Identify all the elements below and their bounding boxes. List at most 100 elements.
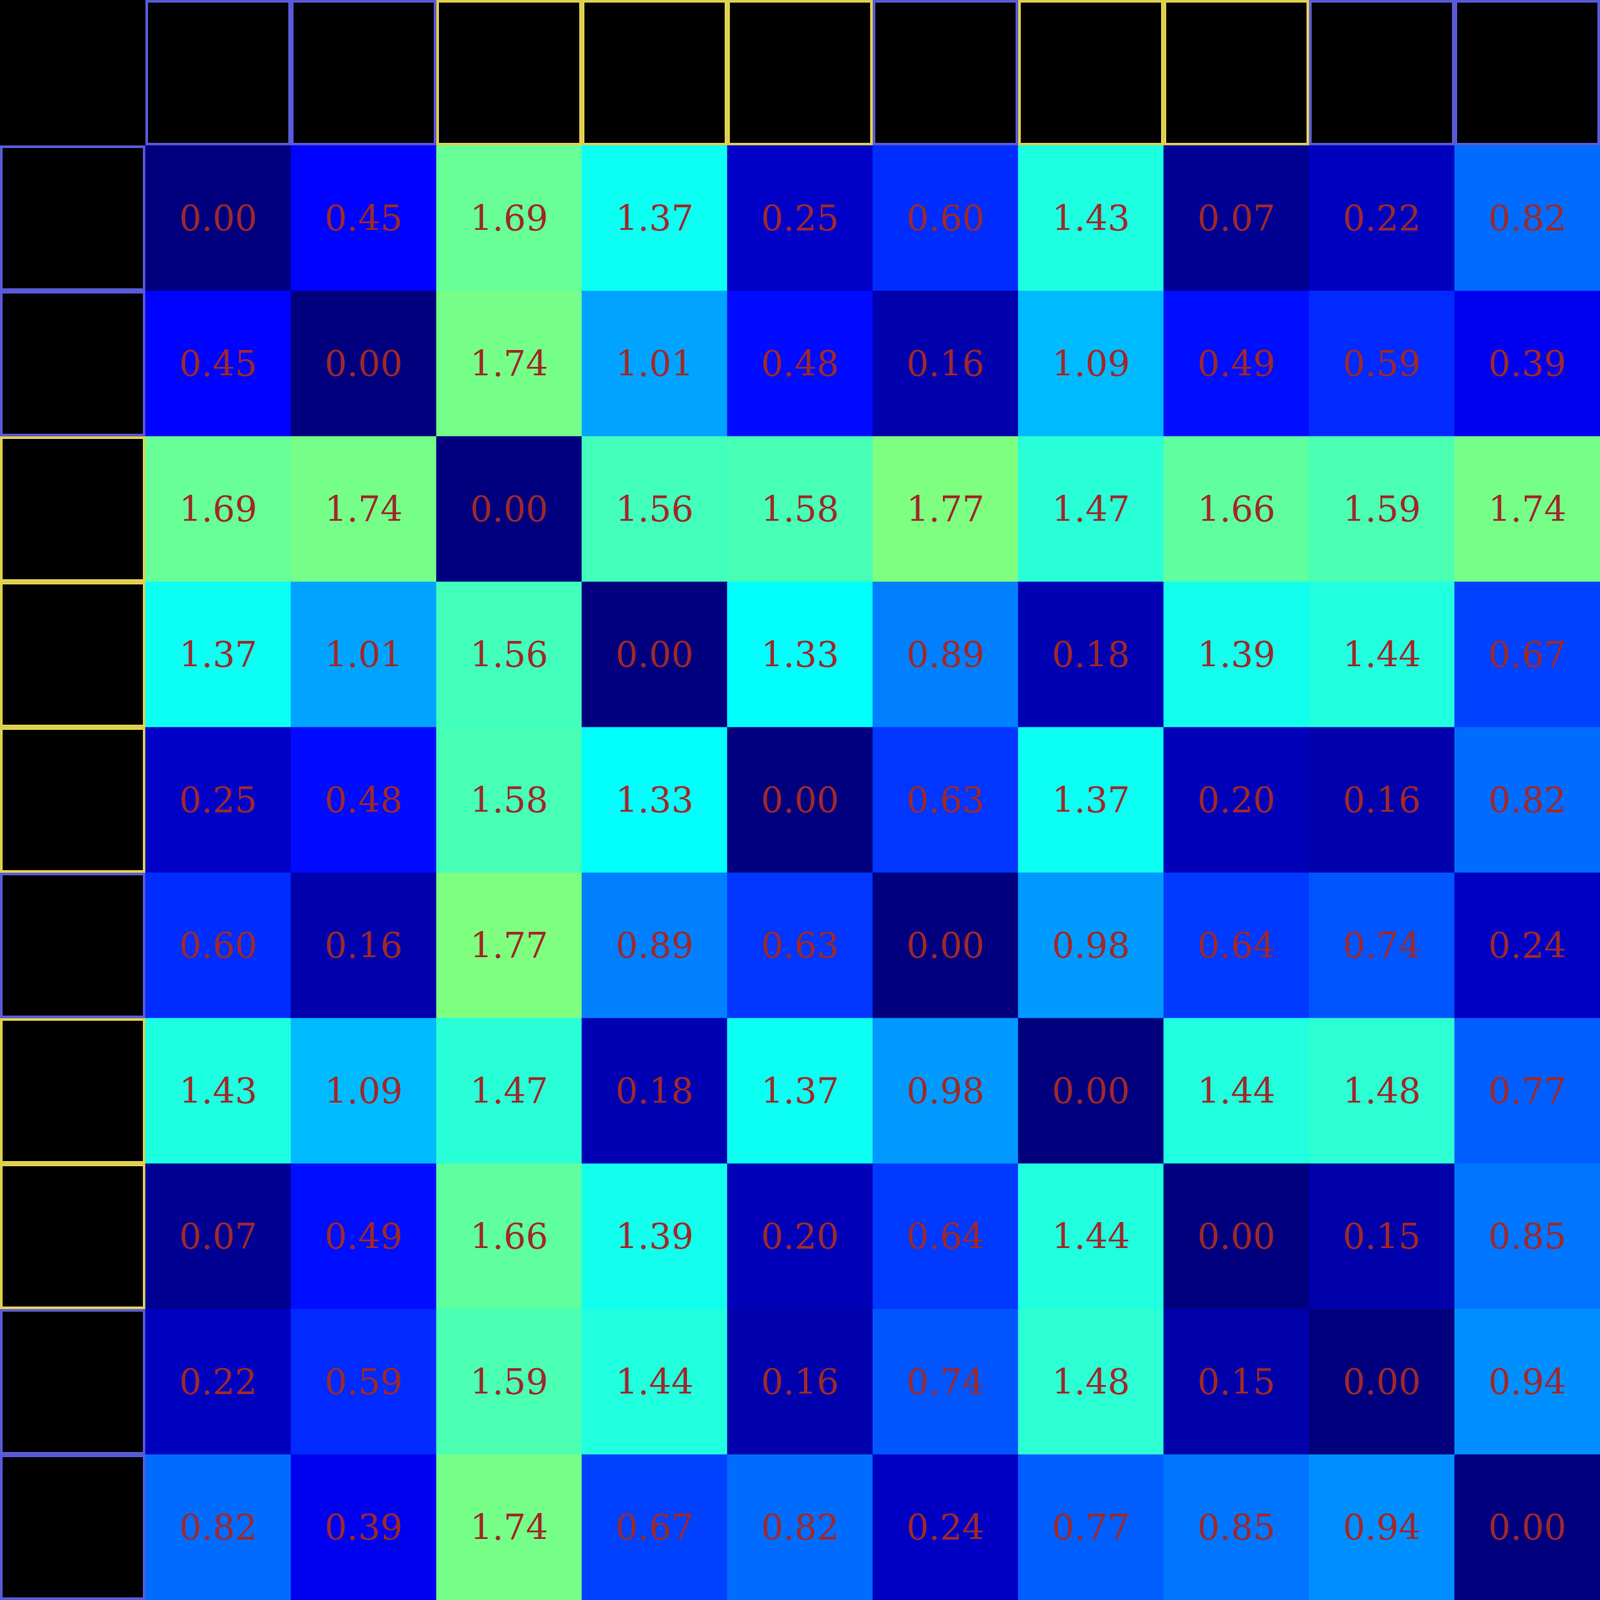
svg-text:0.77: 0.77 <box>1051 1507 1130 1549</box>
svg-text:1.44: 1.44 <box>1342 634 1421 676</box>
svg-text:0.16: 0.16 <box>906 343 985 385</box>
svg-text:0.18: 0.18 <box>1051 634 1130 676</box>
svg-text:0.20: 0.20 <box>761 1216 839 1258</box>
svg-text:0.59: 0.59 <box>324 1361 403 1403</box>
svg-text:0.85: 0.85 <box>1197 1507 1276 1549</box>
svg-text:1.58: 1.58 <box>761 488 839 530</box>
svg-text:0.67: 0.67 <box>615 1507 694 1549</box>
svg-text:1.44: 1.44 <box>1051 1216 1130 1258</box>
svg-text:1.66: 1.66 <box>470 1216 549 1258</box>
svg-text:0.07: 0.07 <box>179 1216 258 1258</box>
svg-text:0.00: 0.00 <box>1342 1361 1421 1403</box>
svg-text:0.00: 0.00 <box>1051 1070 1130 1112</box>
svg-text:0.82: 0.82 <box>1488 198 1567 239</box>
svg-text:0.00: 0.00 <box>906 925 985 967</box>
svg-text:0.16: 0.16 <box>1342 779 1421 821</box>
svg-text:1.47: 1.47 <box>1051 488 1130 530</box>
svg-text:0.20: 0.20 <box>1197 779 1276 821</box>
svg-text:0.60: 0.60 <box>906 198 985 239</box>
svg-text:0.63: 0.63 <box>906 779 985 821</box>
svg-text:1.37: 1.37 <box>179 634 258 676</box>
svg-text:1.59: 1.59 <box>1342 488 1421 530</box>
svg-text:0.25: 0.25 <box>179 779 258 821</box>
svg-text:0.94: 0.94 <box>1488 1361 1567 1403</box>
svg-text:0.00: 0.00 <box>179 198 258 239</box>
svg-text:1.77: 1.77 <box>906 488 985 530</box>
svg-text:1.39: 1.39 <box>615 1216 694 1258</box>
svg-text:0.22: 0.22 <box>179 1361 258 1403</box>
svg-text:0.22: 0.22 <box>1342 198 1421 239</box>
svg-text:1.56: 1.56 <box>615 488 694 530</box>
svg-text:0.16: 0.16 <box>761 1361 839 1403</box>
svg-text:0.45: 0.45 <box>324 198 403 239</box>
svg-text:1.09: 1.09 <box>1051 343 1130 385</box>
svg-text:0.94: 0.94 <box>1342 1507 1421 1549</box>
svg-text:0.48: 0.48 <box>324 779 403 821</box>
svg-text:0.64: 0.64 <box>1197 925 1276 967</box>
svg-text:0.45: 0.45 <box>179 343 258 385</box>
svg-text:1.37: 1.37 <box>761 1070 839 1112</box>
svg-text:1.56: 1.56 <box>470 634 549 676</box>
svg-text:1.01: 1.01 <box>615 343 694 385</box>
svg-text:1.33: 1.33 <box>761 634 839 676</box>
svg-text:1.37: 1.37 <box>615 198 694 239</box>
svg-text:0.00: 0.00 <box>761 779 839 821</box>
svg-text:0.63: 0.63 <box>761 925 839 967</box>
svg-text:0.59: 0.59 <box>1342 343 1421 385</box>
svg-text:0.82: 0.82 <box>1488 779 1567 821</box>
svg-text:0.74: 0.74 <box>906 1361 985 1403</box>
svg-text:0.15: 0.15 <box>1197 1361 1276 1403</box>
svg-text:0.64: 0.64 <box>906 1216 985 1258</box>
svg-text:0.24: 0.24 <box>906 1507 985 1549</box>
svg-text:1.66: 1.66 <box>1197 488 1276 530</box>
svg-text:1.58: 1.58 <box>470 779 549 821</box>
svg-text:1.48: 1.48 <box>1342 1070 1421 1112</box>
svg-text:0.49: 0.49 <box>1197 343 1276 385</box>
svg-text:1.74: 1.74 <box>1488 488 1567 530</box>
svg-text:0.74: 0.74 <box>1342 925 1421 967</box>
svg-text:1.44: 1.44 <box>1197 1070 1276 1112</box>
svg-text:0.67: 0.67 <box>1488 634 1567 676</box>
svg-text:0.00: 0.00 <box>1488 1507 1567 1549</box>
svg-text:0.16: 0.16 <box>324 925 403 967</box>
svg-text:1.59: 1.59 <box>470 1361 549 1403</box>
svg-text:0.39: 0.39 <box>324 1507 403 1549</box>
svg-text:1.39: 1.39 <box>1197 634 1276 676</box>
svg-text:1.74: 1.74 <box>470 1507 549 1549</box>
svg-text:0.77: 0.77 <box>1488 1070 1567 1112</box>
svg-text:1.77: 1.77 <box>470 925 549 967</box>
svg-text:1.69: 1.69 <box>179 488 258 530</box>
svg-text:0.98: 0.98 <box>906 1070 985 1112</box>
svg-text:0.00: 0.00 <box>615 634 694 676</box>
svg-text:0.00: 0.00 <box>470 488 549 530</box>
svg-text:0.00: 0.00 <box>1197 1216 1276 1258</box>
svg-text:1.47: 1.47 <box>470 1070 549 1112</box>
svg-text:1.74: 1.74 <box>470 343 549 385</box>
svg-text:0.00: 0.00 <box>324 343 403 385</box>
svg-text:0.49: 0.49 <box>324 1216 403 1258</box>
svg-text:0.18: 0.18 <box>615 1070 694 1112</box>
svg-text:0.07: 0.07 <box>1197 198 1276 239</box>
svg-text:1.69: 1.69 <box>470 198 549 239</box>
svg-text:1.33: 1.33 <box>615 779 694 821</box>
svg-text:0.89: 0.89 <box>615 925 694 967</box>
svg-text:0.60: 0.60 <box>179 925 258 967</box>
svg-text:1.74: 1.74 <box>324 488 403 530</box>
svg-text:0.24: 0.24 <box>1488 925 1567 967</box>
svg-text:1.09: 1.09 <box>324 1070 403 1112</box>
svg-text:0.39: 0.39 <box>1488 343 1567 385</box>
svg-text:1.01: 1.01 <box>324 634 403 676</box>
svg-text:1.48: 1.48 <box>1051 1361 1130 1403</box>
svg-text:1.37: 1.37 <box>1051 779 1130 821</box>
svg-text:0.48: 0.48 <box>761 343 839 385</box>
svg-text:0.25: 0.25 <box>761 198 839 239</box>
svg-text:0.82: 0.82 <box>179 1507 258 1549</box>
svg-text:0.85: 0.85 <box>1488 1216 1567 1258</box>
svg-text:0.15: 0.15 <box>1342 1216 1421 1258</box>
svg-text:0.98: 0.98 <box>1051 925 1130 967</box>
svg-text:1.44: 1.44 <box>615 1361 694 1403</box>
svg-text:0.82: 0.82 <box>761 1507 839 1549</box>
svg-text:1.43: 1.43 <box>179 1070 258 1112</box>
svg-text:0.89: 0.89 <box>906 634 985 676</box>
svg-text:1.43: 1.43 <box>1051 198 1130 239</box>
